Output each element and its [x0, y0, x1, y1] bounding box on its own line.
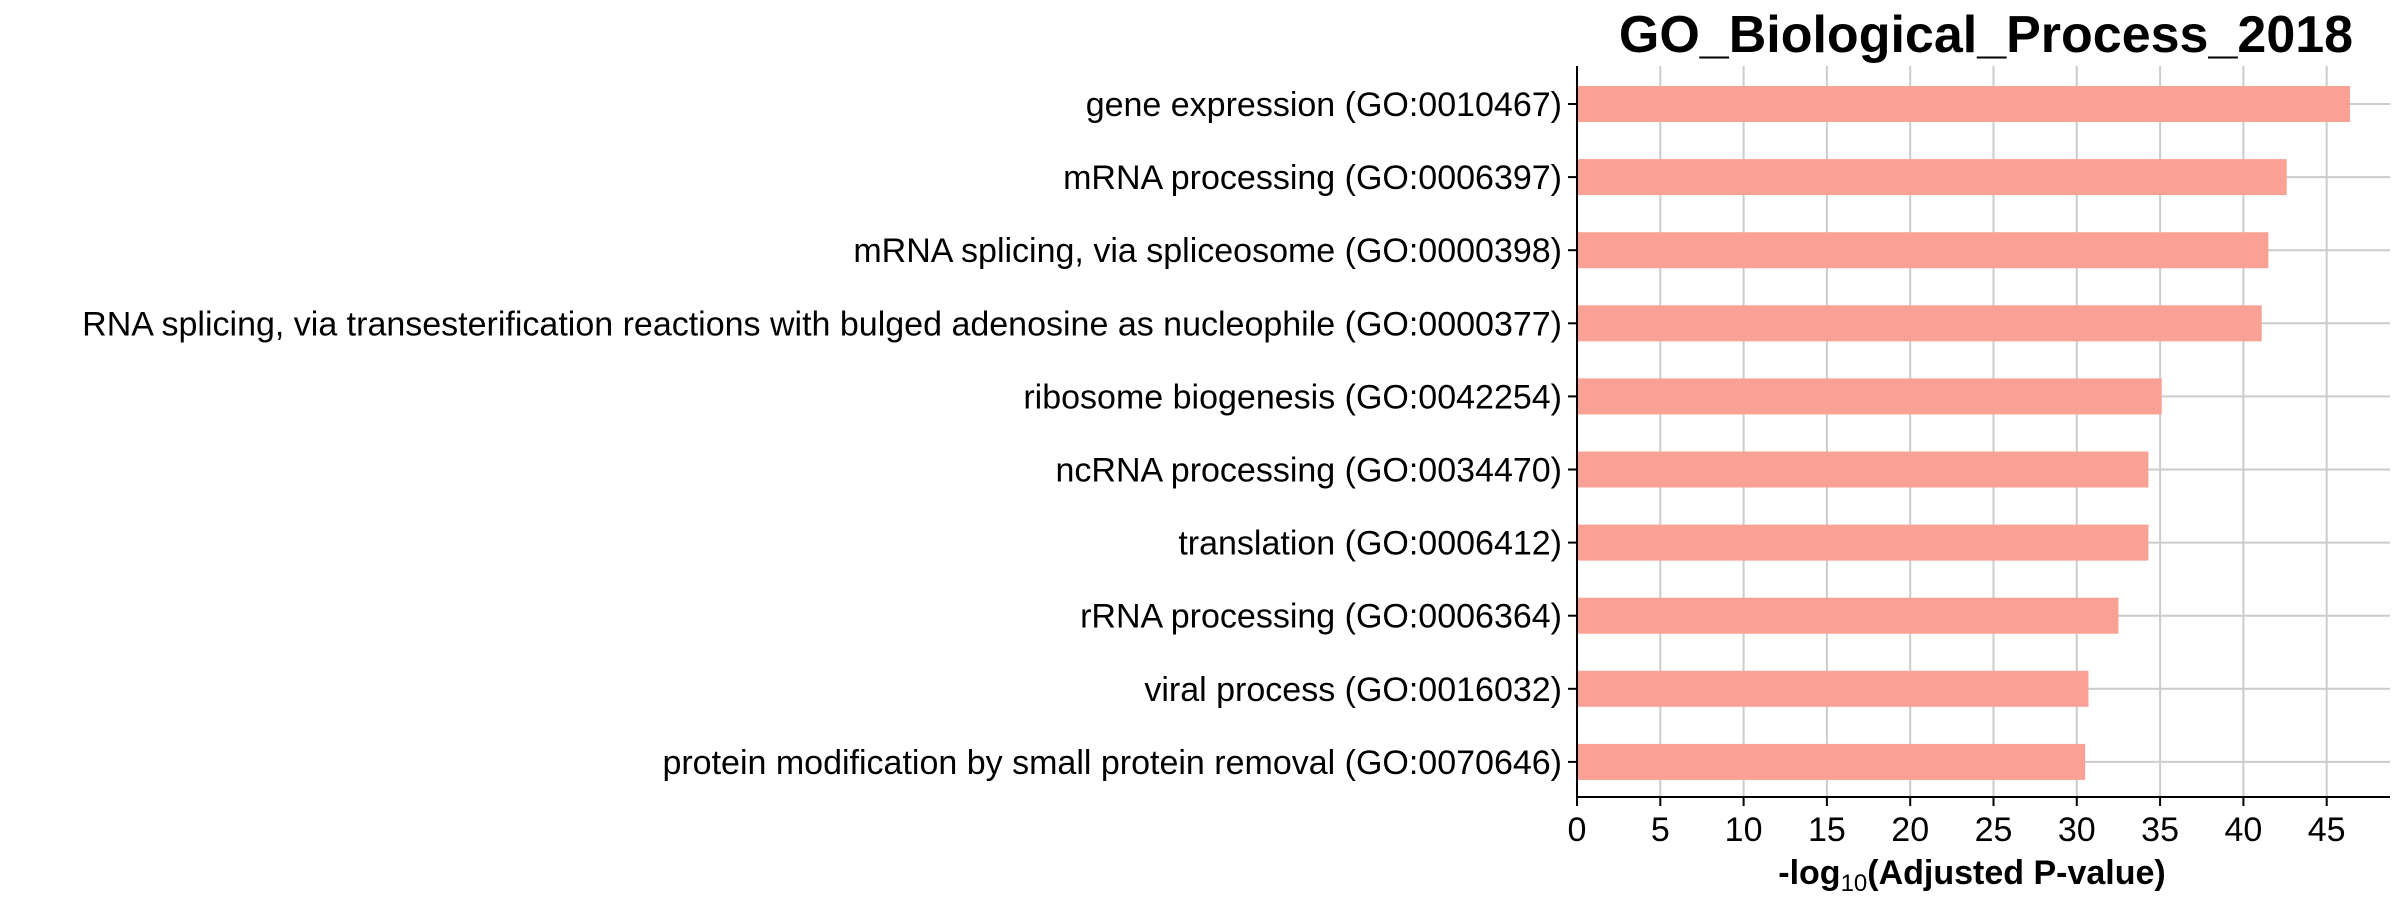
bars — [1577, 86, 2351, 780]
category-label: translation (GO:0006412) — [1178, 525, 1562, 563]
x-tick-label: 40 — [2224, 811, 2262, 849]
category-label: RNA splicing, via transesterification re… — [82, 305, 1562, 343]
bar — [1577, 378, 2162, 415]
x-tick-label: 35 — [2141, 811, 2179, 849]
category-label: gene expression (GO:0010467) — [1086, 86, 1562, 124]
x-tick-label: 0 — [1568, 811, 1587, 849]
category-label: ribosome biogenesis (GO:0042254) — [1023, 378, 1562, 416]
x-axis-label: -log10(Adjusted P-value) — [1778, 854, 2166, 897]
bar — [1577, 524, 2149, 561]
category-label: protein modification by small protein re… — [662, 744, 1562, 782]
x-tick-label: 20 — [1891, 811, 1929, 849]
x-tick-label: 25 — [1975, 811, 2013, 849]
x-tick-labels: 0 5 10 15 20 25 30 35 40 45 — [1568, 797, 2346, 849]
bar — [1577, 451, 2149, 488]
x-tick-label: 5 — [1651, 811, 1670, 849]
bar — [1577, 597, 2119, 634]
category-label: mRNA splicing, via spliceosome (GO:00003… — [853, 232, 1562, 270]
x-tick-label: 45 — [2308, 811, 2346, 849]
category-label: mRNA processing (GO:0006397) — [1063, 159, 1562, 197]
bar — [1577, 86, 2351, 122]
category-labels: gene expression (GO:0010467) mRNA process… — [82, 86, 1577, 782]
bar — [1577, 670, 2089, 707]
chart-title: GO_Biological_Process_2018 — [1619, 6, 2353, 64]
x-tick-label: 10 — [1725, 811, 1763, 849]
x-axis-label-subscript: 10 — [1841, 870, 1868, 897]
x-axis-label-prefix: -log — [1778, 854, 1840, 892]
axes — [1576, 66, 2390, 798]
x-axis-label-suffix: (Adjusted P-value) — [1867, 854, 2165, 892]
category-label: ncRNA processing (GO:0034470) — [1056, 452, 1562, 490]
bar — [1577, 743, 2086, 780]
category-label: viral process (GO:0016032) — [1144, 671, 1562, 709]
x-tick-label: 15 — [1808, 811, 1846, 849]
bar — [1577, 232, 2269, 269]
bar — [1577, 159, 2287, 196]
bar — [1577, 305, 2262, 342]
category-label: rRNA processing (GO:0006364) — [1080, 598, 1562, 636]
x-tick-label: 30 — [2058, 811, 2096, 849]
